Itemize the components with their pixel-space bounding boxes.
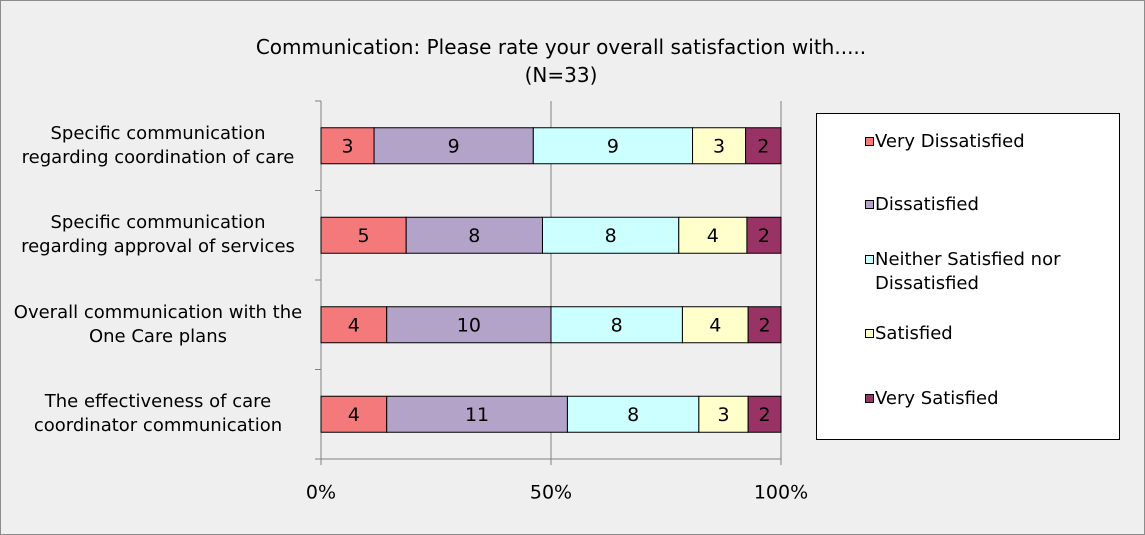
data-label: 4 <box>707 225 719 247</box>
bar <box>698 395 749 433</box>
bar <box>747 306 782 344</box>
data-label: 2 <box>757 135 769 157</box>
bar <box>320 395 388 433</box>
legend-swatch <box>865 255 874 264</box>
bar <box>681 306 749 344</box>
data-label: 3 <box>717 404 729 426</box>
bar <box>692 127 747 165</box>
data-label: 8 <box>605 225 617 247</box>
legend-item: Satisfied <box>865 322 1115 346</box>
data-label: 2 <box>758 225 770 247</box>
data-label: 4 <box>709 314 721 336</box>
bar <box>745 127 782 165</box>
y-tick-label: Specific communication regarding approva… <box>21 212 295 258</box>
data-label: 5 <box>358 225 370 247</box>
legend-item: Neither Satisfied nor Dissatisfied <box>865 248 1115 296</box>
legend: Very Dissatisfied Dissatisfied Neither Sat… <box>816 113 1120 440</box>
bar <box>550 306 683 344</box>
x-tick-label: 100% <box>754 482 808 504</box>
legend-label: Very Dissatisfied <box>875 131 1025 152</box>
data-label: 2 <box>759 404 771 426</box>
legend-swatch <box>865 200 874 209</box>
x-tick-label: 50% <box>530 482 572 504</box>
y-tick-label: Specific communication regarding coordin… <box>21 122 295 168</box>
bar <box>386 395 568 433</box>
bar <box>373 127 534 165</box>
bar <box>747 395 782 433</box>
bar <box>405 216 543 254</box>
bar <box>320 306 388 344</box>
bar <box>320 127 375 165</box>
data-label: 4 <box>348 314 360 336</box>
data-label: 9 <box>607 135 619 157</box>
legend-item: Very Dissatisfied <box>865 130 1115 154</box>
data-label: 8 <box>611 314 623 336</box>
legend-item: Very Satisfied <box>865 387 1115 411</box>
y-tick-label: Overall communication with the One Care … <box>13 301 303 347</box>
bar <box>541 216 680 254</box>
chart-title: Communication: Please rate your overall … <box>255 35 867 59</box>
x-tick-label: 0% <box>306 482 336 504</box>
legend-label: Very Satisfied <box>875 388 999 409</box>
data-label: 10 <box>457 314 481 336</box>
legend-swatch <box>865 137 874 146</box>
data-label: 3 <box>713 135 725 157</box>
data-label: 8 <box>627 404 639 426</box>
chart-subtitle: (N=33) <box>524 63 598 87</box>
data-label: 9 <box>448 135 460 157</box>
legend-label: Neither Satisfied nor Dissatisfied <box>875 249 1061 294</box>
data-label: 4 <box>348 404 360 426</box>
legend-label: Dissatisfied <box>875 194 979 215</box>
data-label: 3 <box>341 135 353 157</box>
legend-swatch <box>865 394 874 403</box>
y-tick-label: The effectiveness of care coordinator co… <box>33 391 283 437</box>
bar <box>746 216 782 254</box>
data-label: 2 <box>759 314 771 336</box>
data-label: 11 <box>465 404 489 426</box>
legend-swatch <box>865 329 874 338</box>
data-label: 8 <box>468 225 480 247</box>
legend-item: Dissatisfied <box>865 193 1115 217</box>
bar <box>386 306 552 344</box>
legend-label: Satisfied <box>875 323 953 344</box>
bar <box>678 216 748 254</box>
